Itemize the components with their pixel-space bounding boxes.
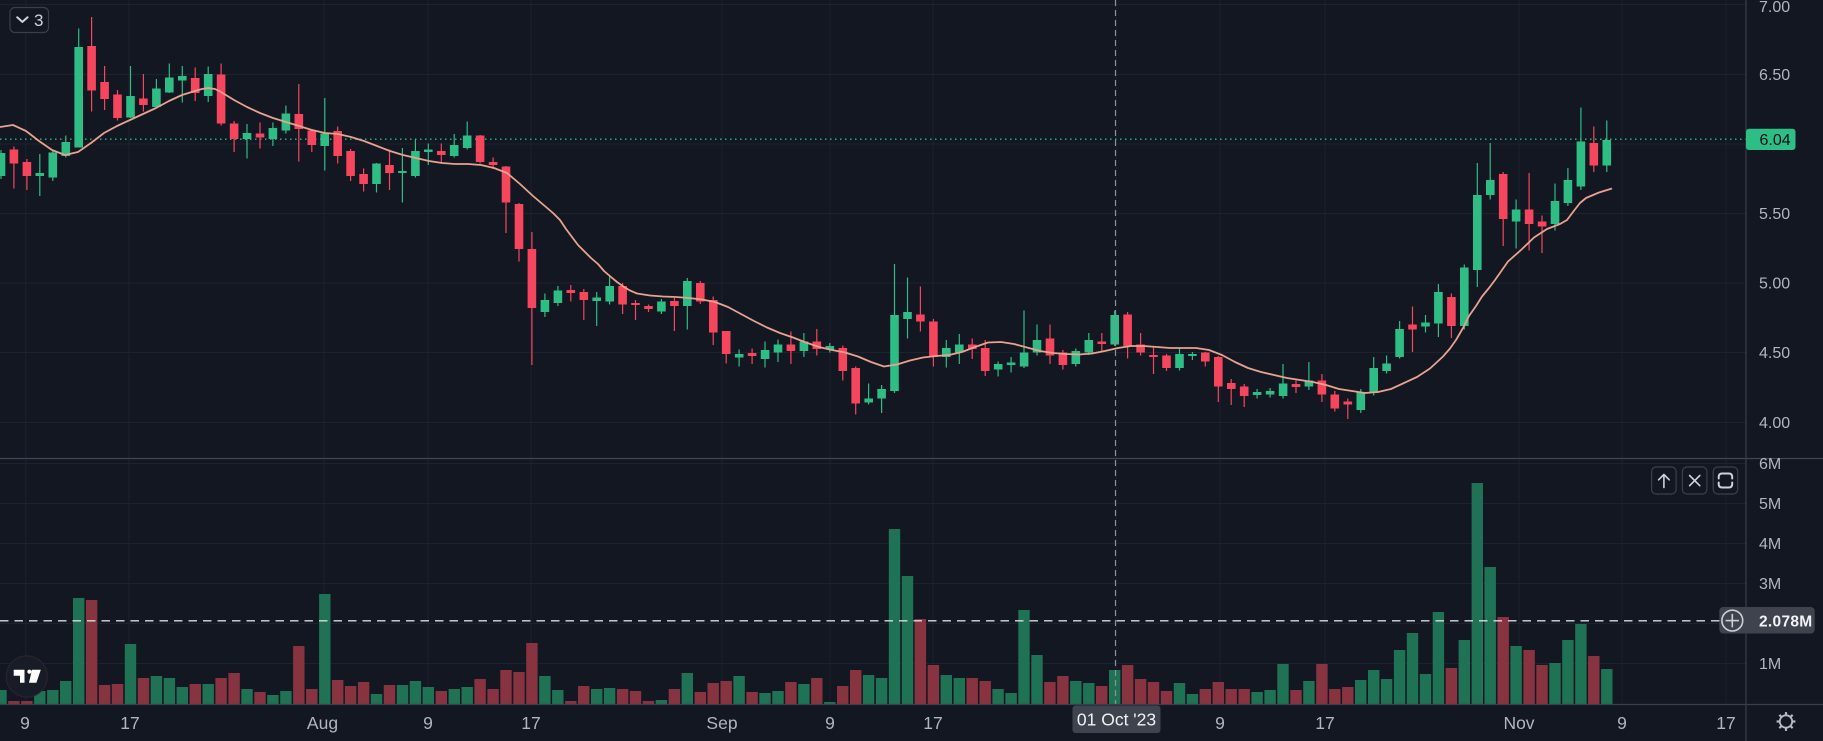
svg-text:5.00: 5.00 bbox=[1759, 276, 1790, 293]
svg-text:5.50: 5.50 bbox=[1759, 206, 1790, 223]
svg-text:Aug: Aug bbox=[307, 713, 338, 733]
svg-text:17: 17 bbox=[521, 713, 540, 733]
svg-text:01 Oct '23: 01 Oct '23 bbox=[1077, 710, 1156, 730]
svg-text:9: 9 bbox=[20, 713, 30, 733]
svg-text:17: 17 bbox=[923, 713, 942, 733]
svg-text:17: 17 bbox=[120, 713, 139, 733]
svg-text:1M: 1M bbox=[1759, 656, 1781, 673]
svg-text:9: 9 bbox=[1617, 713, 1627, 733]
svg-text:9: 9 bbox=[1215, 713, 1225, 733]
svg-text:Sep: Sep bbox=[706, 713, 737, 733]
svg-text:6M: 6M bbox=[1759, 456, 1781, 473]
svg-text:5M: 5M bbox=[1759, 496, 1781, 513]
svg-text:4.50: 4.50 bbox=[1759, 345, 1790, 362]
svg-text:2.078M: 2.078M bbox=[1759, 613, 1813, 630]
svg-text:3: 3 bbox=[34, 11, 43, 30]
svg-text:7.00: 7.00 bbox=[1759, 0, 1790, 16]
svg-text:17: 17 bbox=[1315, 713, 1334, 733]
svg-text:3M: 3M bbox=[1759, 576, 1781, 593]
svg-text:Nov: Nov bbox=[1503, 713, 1534, 733]
svg-text:9: 9 bbox=[825, 713, 835, 733]
svg-text:17: 17 bbox=[1716, 713, 1735, 733]
svg-text:9: 9 bbox=[423, 713, 433, 733]
svg-text:6.50: 6.50 bbox=[1759, 67, 1790, 84]
svg-text:6.04: 6.04 bbox=[1760, 132, 1791, 149]
svg-text:4.00: 4.00 bbox=[1759, 415, 1790, 432]
svg-text:4M: 4M bbox=[1759, 536, 1781, 553]
